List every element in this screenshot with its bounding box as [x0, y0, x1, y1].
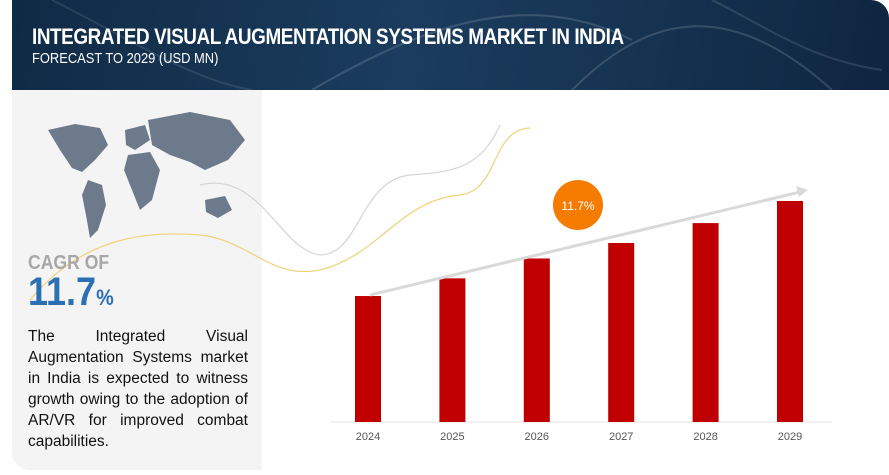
decorative-curve-yellow: [29, 127, 531, 301]
market-description: The Integrated Visual Augmentation Syste…: [28, 328, 248, 450]
trend-arrow: [369, 190, 801, 297]
page-title: INTEGRATED VISUAL AUGMENTATION SYSTEMS M…: [32, 24, 624, 49]
cagr-unit: %: [96, 285, 114, 310]
cagr-number: 11.7: [28, 270, 97, 314]
bar-2027: [608, 242, 635, 422]
x-tick-label-2025: 2025: [440, 431, 464, 443]
bar-2026: [523, 258, 550, 422]
decorative-curve-grey: [199, 124, 501, 256]
cagr-label: CAGR OF: [28, 252, 110, 274]
cagr-badge-label: 11.7%: [561, 199, 594, 213]
x-tick-label-2027: 2027: [609, 431, 633, 443]
bar-2029: [777, 201, 803, 422]
world-map-icon: [48, 112, 245, 238]
cagr-value: 11.7%: [28, 270, 114, 315]
bar-2024: [355, 296, 381, 422]
x-tick-label-2028: 2028: [693, 431, 717, 443]
bar-2028: [692, 223, 719, 422]
x-tick-label-2024: 2024: [356, 431, 380, 443]
cagr-badge: [553, 180, 603, 230]
background-decoration: [51, 0, 883, 90]
trend-arrowhead: [796, 186, 808, 197]
header-banner: INTEGRATED VISUAL AUGMENTATION SYSTEMS M…: [12, 0, 889, 90]
x-tick-label-2026: 2026: [525, 431, 549, 443]
bar-2025: [439, 278, 466, 422]
page-subtitle: FORECAST TO 2029 (USD MN): [32, 50, 219, 67]
x-tick-label-2029: 2029: [778, 431, 802, 443]
